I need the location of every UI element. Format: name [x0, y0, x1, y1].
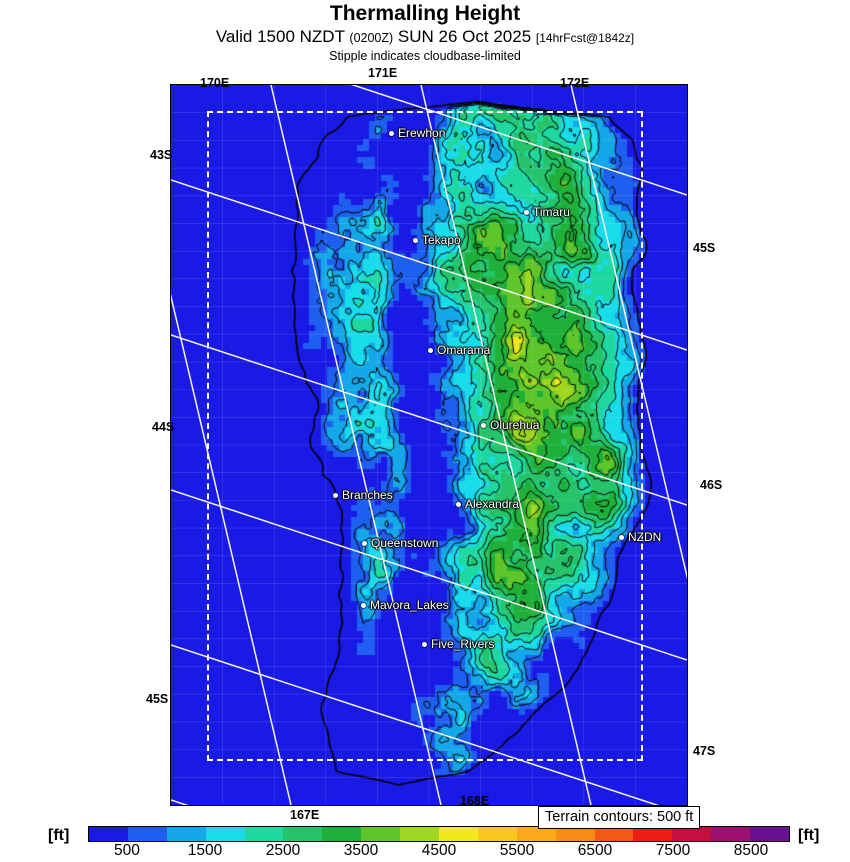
graticule-label: 168E	[460, 794, 490, 808]
graticule-label: 43S	[150, 148, 173, 162]
colorbar-tick-label: 1500	[187, 842, 223, 859]
colorbar-swatch	[361, 827, 401, 841]
colorbar-tick-label: 500	[114, 842, 140, 859]
colorbar-tick-label: 4500	[421, 842, 457, 859]
valid-date-text: SUN 26 Oct 2025	[397, 27, 532, 46]
colorbar-tick-label: 2500	[265, 842, 301, 859]
colorbar-swatch	[750, 827, 790, 841]
colorbar-swatch	[594, 827, 634, 841]
subtitle: Valid 1500 NZDT (0200Z) SUN 26 Oct 2025 …	[0, 26, 850, 49]
forecast-age-text: [14hrFcst@1842z]	[535, 31, 635, 45]
terrain-contour-note: Terrain contours: 500 ft	[538, 806, 701, 829]
colorbar-swatch	[166, 827, 206, 841]
colorbar-tick-label: 7500	[655, 842, 691, 859]
colorbar-swatches[interactable]	[88, 826, 790, 842]
valid-time-text: Valid 1500 NZDT	[215, 27, 345, 46]
colorbar-unit-right: [ft]	[798, 827, 820, 844]
graticule-label: 172E	[560, 76, 590, 90]
graticule-label: 45S	[693, 241, 716, 255]
graticule-label: 46S	[700, 478, 723, 492]
colorbar-swatch	[283, 827, 323, 841]
colorbar-tick-label: 3500	[343, 842, 379, 859]
colorbar-swatch	[633, 827, 673, 841]
graticule-label: 167E	[290, 808, 320, 822]
stipple-note: Stipple indicates cloudbase-limited	[329, 49, 521, 63]
graticule-label: 47S	[693, 744, 716, 758]
colorbar-legend: [ft] 500 1500 2500 3500 4500 5500 6500 7500 8500…	[0, 826, 850, 860]
colorbar-swatch	[127, 827, 167, 841]
colorbar-swatch	[205, 827, 245, 841]
colorbar-unit-left: [ft]	[48, 827, 70, 844]
page-title: Thermalling Height	[329, 2, 521, 25]
colorbar-tick-label: 6500	[577, 842, 613, 859]
colorbar-tick-label: 5500	[499, 842, 535, 859]
graticule-label: 45S	[146, 692, 169, 706]
thermalling-height-raster	[171, 85, 687, 805]
colorbar-ticks: 500 1500 2500 3500 4500 5500 6500 7500 8500	[88, 842, 790, 862]
colorbar-swatch	[672, 827, 712, 841]
colorbar-swatch	[89, 827, 128, 841]
colorbar-swatch	[516, 827, 556, 841]
graticule-label: 44S	[152, 420, 175, 434]
colorbar-swatch	[400, 827, 440, 841]
colorbar-tick-label: 8500	[733, 842, 769, 859]
colorbar-swatch	[322, 827, 362, 841]
title-block: Thermalling Height Valid 1500 NZDT (0200…	[0, 2, 850, 64]
colorbar-swatch	[711, 827, 751, 841]
colorbar-swatch	[439, 827, 478, 841]
colorbar-swatch	[244, 827, 284, 841]
graticule-label: 171E	[368, 66, 398, 80]
graticule-label: 170E	[200, 76, 230, 90]
colorbar-swatch	[477, 827, 517, 841]
forecast-map[interactable]	[170, 84, 688, 806]
colorbar-swatch	[555, 827, 595, 841]
zulu-time-text: (0200Z)	[349, 31, 394, 45]
